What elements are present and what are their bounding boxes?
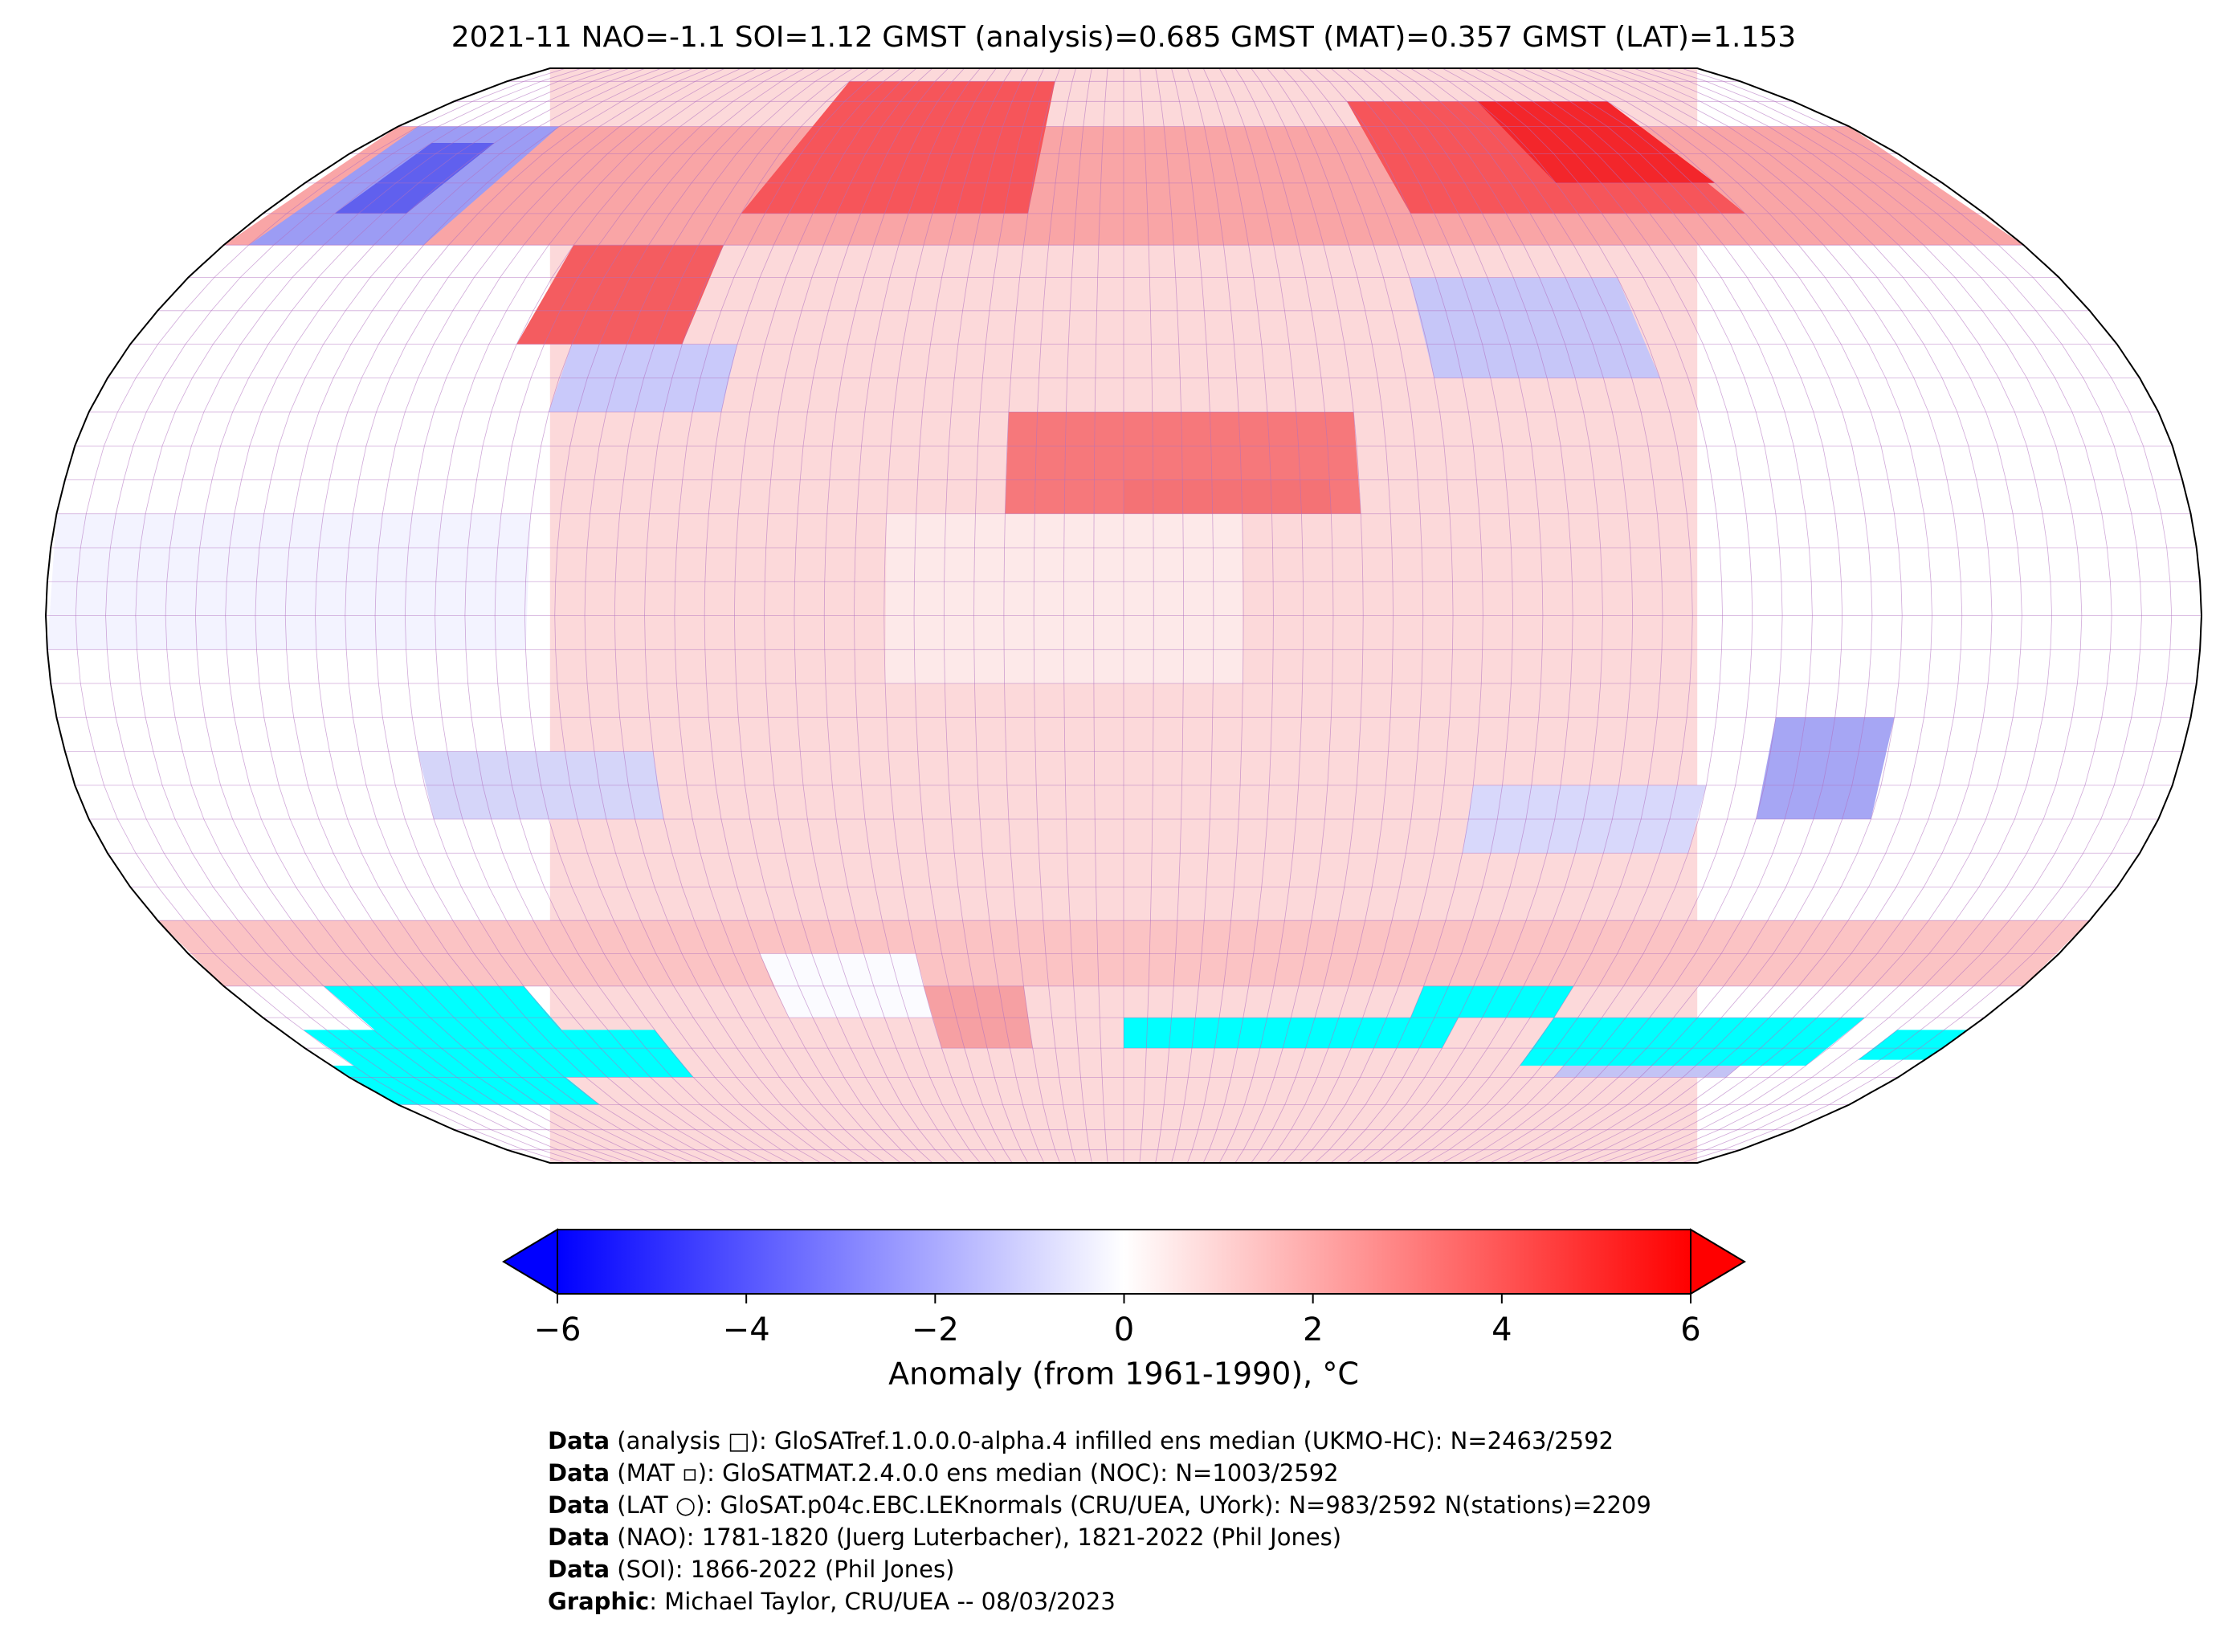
footer-bold: Data — [548, 1427, 610, 1454]
colorbar-tick-label: −6 — [534, 1311, 582, 1348]
anomaly-region — [303, 1030, 694, 1078]
footer-line: Data (SOI): 1866-2022 (Phil Jones) — [548, 1556, 954, 1583]
footer-bold: Data — [548, 1459, 610, 1487]
anomaly-region — [1409, 277, 1660, 378]
footer-bold: Data — [548, 1556, 610, 1583]
colorbar-label: Anomaly (from 1961-1990), °C — [888, 1356, 1359, 1392]
footer-line: Data (LAT ○): GloSAT.p04c.EBC.LEKnormals… — [548, 1491, 1651, 1519]
anomaly-region — [760, 953, 932, 1018]
colorbar-tick-label: 4 — [1492, 1311, 1512, 1348]
colorbar-tick-label: −4 — [723, 1311, 770, 1348]
footer-text: : Michael Taylor, CRU/UEA -- 08/03/2023 — [649, 1588, 1116, 1615]
anomaly-region — [331, 1065, 600, 1105]
colorbar-max-arrow — [1690, 1228, 1746, 1295]
footer-line: Graphic: Michael Taylor, CRU/UEA -- 08/0… — [548, 1588, 1116, 1615]
title: 2021-11 NAO=-1.1 SOI=1.12 GMST (analysis… — [451, 21, 1796, 54]
colorbar-tick-label: 0 — [1114, 1311, 1134, 1348]
map — [46, 68, 2202, 1163]
anomaly-region — [334, 142, 495, 214]
colorbar-tick-label: 6 — [1680, 1311, 1700, 1348]
footer-bold: Graphic — [548, 1588, 649, 1615]
anomaly-region — [1477, 101, 1716, 183]
anomaly-region — [1124, 1018, 1459, 1049]
footer-line: Data (MAT ▫): GloSATMAT.2.4.0.0 ens medi… — [548, 1459, 1339, 1487]
anomaly-region — [741, 81, 1055, 214]
anomaly-region — [1410, 985, 1574, 1018]
map-outline — [44, 67, 2203, 1164]
colorbar-tick-label: −2 — [912, 1311, 959, 1348]
colorbar-min-arrow — [502, 1228, 558, 1295]
anomaly-region — [1124, 479, 1332, 514]
footer-text: (MAT ▫): GloSATMAT.2.4.0.0 ens median (N… — [610, 1459, 1339, 1487]
colorbar-tick-label: 2 — [1303, 1311, 1323, 1348]
footer-bold: Data — [548, 1491, 610, 1519]
footer-text: (NAO): 1781-1820 (Juerg Luterbacher), 18… — [610, 1524, 1341, 1551]
footer-text: (analysis □): GloSATref.1.0.0.0-alpha.4 … — [610, 1427, 1614, 1454]
anomaly-region — [1756, 717, 1895, 820]
footer: Data (analysis □): GloSATref.1.0.0.0-alp… — [548, 1427, 1651, 1615]
anomaly-region — [1520, 1018, 1865, 1066]
colorbar-gradient — [557, 1229, 1691, 1295]
anomaly-region — [1858, 1030, 1968, 1060]
anomaly-region — [923, 985, 1033, 1049]
colorbar: −6 −4 −2 0 2 4 6 — [502, 1228, 1746, 1348]
footer-line: Data (NAO): 1781-1820 (Juerg Luterbacher… — [548, 1524, 1341, 1551]
anomaly-region — [516, 245, 724, 345]
footer-line: Data (analysis □): GloSATref.1.0.0.0-alp… — [548, 1427, 1614, 1454]
footer-text: (SOI): 1866-2022 (Phil Jones) — [610, 1556, 954, 1583]
footer-bold: Data — [548, 1524, 610, 1551]
footer-text: (LAT ○): GloSAT.p04c.EBC.LEKnormals (CRU… — [610, 1491, 1651, 1519]
